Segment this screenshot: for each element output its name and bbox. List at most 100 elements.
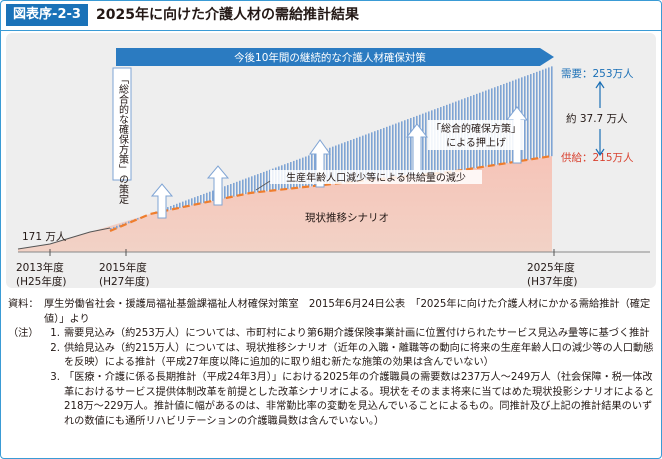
demand-bar: [233, 182, 235, 197]
note-row-3: 3. 「医療・介護に係る長期推計（平成24年3月）」における2025年の介護職員…: [8, 371, 656, 429]
note-number: 3.: [50, 371, 60, 383]
demand-bar: [533, 72, 535, 159]
demand-bar: [425, 112, 427, 175]
demand-bar: [176, 203, 178, 209]
demand-bar: [197, 196, 199, 205]
header-rule: [0, 30, 662, 31]
decline-label-box: [270, 170, 482, 184]
x-tick-label-2015-year: 2015年度: [99, 261, 147, 274]
figure-title: 2025年に向けた介護人材の需給推計結果: [96, 7, 359, 23]
note-row-1: （注） 1. 需要見込み（約253万人）については、市町村により第6期介護保険事…: [8, 327, 656, 342]
demand-bar: [188, 199, 190, 207]
demand-bar: [242, 179, 244, 195]
demand-bar: [545, 68, 547, 158]
notes-section: 資料： 厚生労働省社会・援護局福祉基盤課福祉人材確保対策室 2015年6月24日…: [8, 298, 656, 429]
demand-bar: [395, 123, 397, 178]
demand-bar: [368, 133, 370, 181]
note-text: 供給見込み（約215万人）については、現状推移シナリオ（近年の入職・離職等の動向…: [64, 342, 654, 369]
push-up-label-box: [428, 120, 524, 150]
demand-bar: [392, 124, 394, 178]
demand-bar: [527, 75, 529, 160]
supply-dashed-line: [109, 154, 553, 233]
policy-banner-arrow: [116, 48, 554, 66]
demand-bar: [551, 66, 553, 157]
x-tick-label-2025-year: 2025年度: [527, 261, 575, 274]
demand-bar: [341, 143, 343, 183]
demand-bar: [209, 191, 211, 202]
x-tick-label-2013-year: 2013年度: [16, 261, 64, 274]
demand-bar: [326, 148, 328, 185]
source-text: 厚生労働省社会・援護局福祉基盤課福祉人材確保対策室 2015年6月24日公表 「…: [44, 299, 651, 325]
demand-bar: [347, 141, 349, 183]
note-text: 「医療・介護に係る長期推計（平成24年3月）」における2025年の介護職員の需要…: [64, 371, 655, 427]
x-tick-label-2025-heisei: (H37年度): [527, 275, 577, 288]
demand-bar: [170, 206, 172, 210]
demand-bar: [542, 69, 544, 158]
demand-bar: [167, 207, 169, 211]
figure-header: 図表序-2-3 2025年に向けた介護人材の需給推計結果: [0, 0, 662, 30]
demand-bar: [185, 200, 187, 207]
baseline-scenario-label: 現状推移シナリオ: [305, 211, 389, 224]
demand-bar: [332, 146, 334, 184]
demand-bar: [374, 131, 376, 180]
demand-bar: [422, 113, 424, 175]
demand-bar: [536, 71, 538, 159]
demand-bar: [128, 221, 130, 224]
demand-bar: [194, 197, 196, 205]
demand-bar: [539, 70, 541, 159]
policy-banner-text: 今後10年間の継続的な介護人材確保対策: [234, 51, 426, 64]
demand-bar: [353, 138, 355, 182]
note-row-2: 2. 供給見込み（約215万人）については、現状推移シナリオ（近年の入職・離職等…: [8, 342, 656, 371]
demand-bar: [200, 195, 202, 204]
figure-number-badge: 図表序-2-3: [6, 4, 88, 26]
demand-bar: [404, 120, 406, 177]
demand-bar: [410, 118, 412, 176]
note-number: 1.: [50, 328, 60, 340]
demand-bar: [269, 169, 271, 191]
supply-label: 供給：215万人: [561, 151, 634, 164]
demand-bar: [251, 176, 253, 193]
demand-bar: [401, 121, 403, 177]
demand-bar: [398, 122, 400, 178]
demand-label: 需要：253万人: [561, 68, 634, 80]
demand-bar: [248, 177, 250, 194]
x-tick-label-2013-heisei: (H25年度): [16, 275, 66, 288]
demand-bar: [338, 144, 340, 184]
policy-vertical-box: [112, 67, 132, 181]
demand-bar: [254, 175, 256, 193]
actual-line: [17, 227, 111, 250]
demand-bar: [356, 137, 358, 182]
demand-bar: [230, 184, 232, 198]
gap-bracket-arrows: [595, 80, 605, 157]
policy-vertical-label: 「総合的な確保方策」の策定: [117, 74, 129, 205]
demand-bar: [173, 204, 175, 210]
demand-bar: [263, 171, 265, 192]
demand-bar: [548, 67, 550, 157]
demand-bar: [266, 170, 268, 192]
demand-bar: [371, 132, 373, 180]
demand-bar: [206, 192, 208, 203]
demand-bar: [344, 142, 346, 183]
demand-bar: [350, 140, 352, 182]
push-up-label-line2: による押上げ: [446, 136, 506, 149]
source-label: 資料：: [8, 299, 39, 310]
note-text: 需要見込み（約253万人）については、市町村により第6期介護保険事業計画に位置付…: [64, 328, 650, 340]
demand-bar: [359, 136, 361, 182]
demand-bar: [380, 129, 382, 179]
demand-bar: [362, 135, 364, 181]
demand-bar: [182, 201, 184, 208]
demand-bar: [377, 130, 379, 180]
demand-bar: [530, 74, 532, 160]
push-up-label-line1: 「総合的確保方策」: [431, 122, 521, 135]
demand-bar: [335, 145, 337, 184]
notes-label: （注）: [8, 328, 39, 340]
demand-bar: [389, 125, 391, 179]
demand-bar: [116, 225, 118, 229]
demand-bar: [239, 180, 241, 196]
demand-bar: [203, 193, 205, 203]
decline-label: 生産年齢人口減少等による供給量の減少: [286, 171, 466, 184]
demand-bar: [314, 153, 316, 186]
note-number: 2.: [50, 342, 60, 354]
demand-bar: [365, 134, 367, 181]
